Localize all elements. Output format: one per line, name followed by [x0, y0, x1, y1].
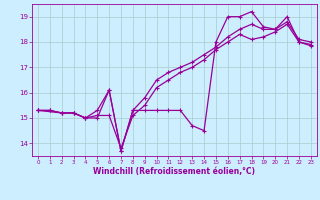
X-axis label: Windchill (Refroidissement éolien,°C): Windchill (Refroidissement éolien,°C) [93, 167, 255, 176]
